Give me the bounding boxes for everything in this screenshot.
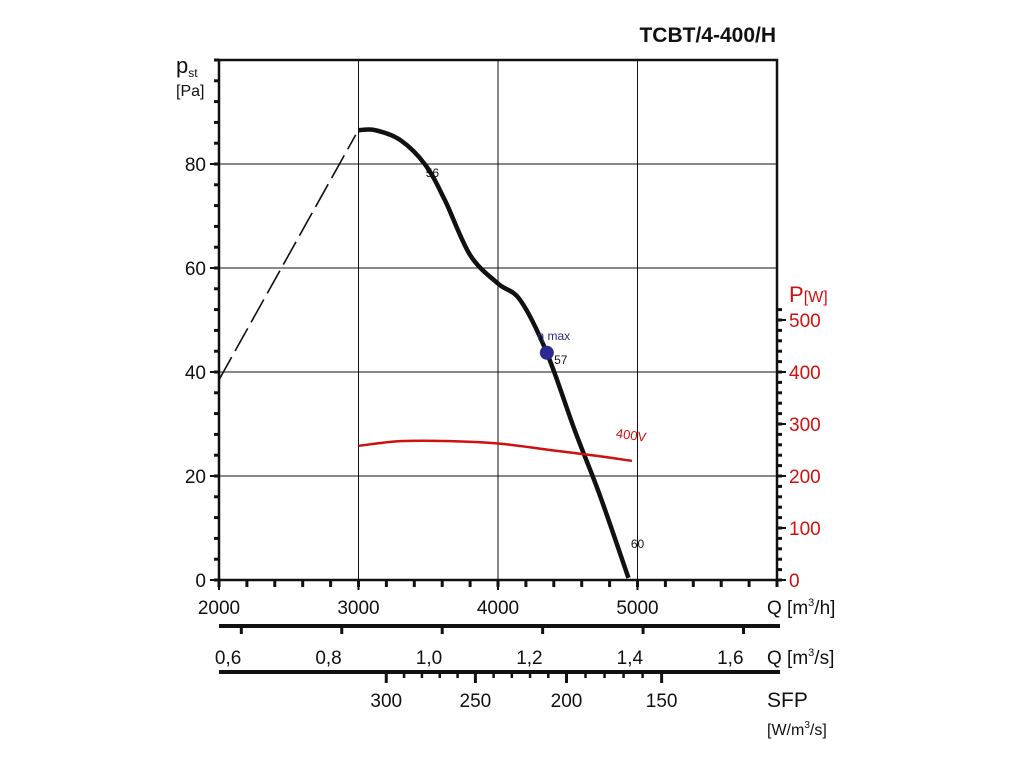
y2-tick-label: 0 (789, 571, 800, 592)
series-pst (358, 127, 631, 579)
x-tick-label: 3000 (337, 598, 379, 619)
x2-tick-label: 1,4 (617, 648, 644, 669)
y-tick-label: 80 (185, 155, 206, 176)
sfp-axis-label: SFP (767, 689, 808, 712)
y-label-sub: st (188, 66, 198, 80)
y-axis-label: pst [Pa] (176, 53, 204, 100)
x-tick-label: 4000 (477, 598, 519, 619)
annotation-label: 60 (631, 537, 645, 551)
y2-tick-label: 300 (789, 415, 821, 436)
y-tick-label: 20 (185, 467, 206, 488)
svg-text:pst: pst (176, 53, 198, 80)
sfp-axis-unit: [W/m3/s] (767, 720, 827, 739)
y2-tick-label: 100 (789, 519, 821, 540)
x2-tick-label: 1,0 (416, 648, 442, 669)
x-tick-label: 2000 (198, 598, 240, 619)
sfp-tick-label: 150 (646, 691, 678, 712)
x2-tick-label: 1,2 (516, 648, 542, 669)
x2-tick-label: 0,6 (215, 648, 241, 669)
sfp-tick-label: 250 (460, 691, 492, 712)
annotation-label: 400V (615, 426, 647, 445)
sfp-tick-label: 200 (551, 691, 583, 712)
eta-max-point (539, 345, 554, 360)
annotation-label: 56 (426, 166, 440, 180)
x2-tick-label: 1,6 (717, 648, 743, 669)
y-label-main: p (176, 53, 188, 78)
y2-tick-label: 400 (789, 363, 821, 384)
x2-axis-label: Q [m3/s] (767, 647, 834, 669)
x-axis-label: Q [m3/h] (767, 597, 835, 619)
chart-title: TCBT/4-400/H (639, 24, 776, 47)
series-400v (358, 439, 633, 463)
y-tick-label: 40 (185, 363, 206, 384)
x2-tick-label: 0,8 (315, 648, 341, 669)
y2-tick-label: 200 (789, 467, 821, 488)
y2-tick-label: 500 (789, 311, 821, 332)
y-tick-label: 0 (195, 571, 206, 592)
x-tick-label: 5000 (616, 598, 658, 619)
annotation-label: 57 (554, 353, 568, 367)
annotation-label: η max (537, 329, 570, 343)
y-tick-label: 60 (185, 259, 206, 280)
y2-axis-label: P[W] (789, 282, 828, 307)
y-label-unit: [Pa] (176, 83, 204, 100)
series-unstable-region (218, 134, 357, 381)
sfp-tick-label: 300 (370, 691, 402, 712)
